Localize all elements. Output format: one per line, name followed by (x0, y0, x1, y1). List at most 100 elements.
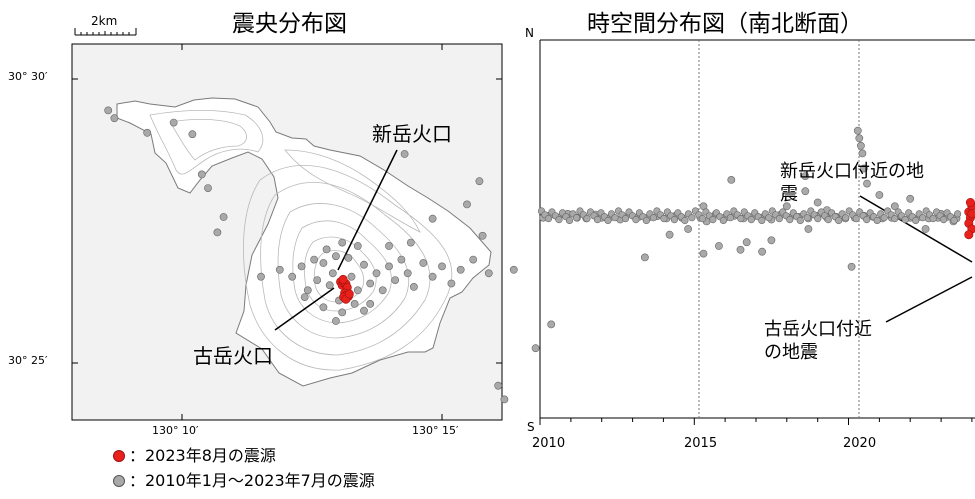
lon-label-right: 130° 15′ (412, 424, 459, 437)
map-point-gray (372, 269, 381, 278)
map-point-gray (143, 128, 152, 137)
map-point-gray (303, 286, 312, 295)
timeline-point-gray (906, 194, 915, 203)
map-point-gray (331, 252, 340, 261)
map-point-gray (447, 279, 456, 288)
x-tick-label-2010: 2010 (532, 436, 566, 451)
timeline-point-gray (858, 149, 867, 158)
timeline-point-gray (824, 216, 832, 224)
shindake-leader (337, 149, 398, 271)
map-point-gray (353, 242, 362, 250)
map-point-gray (344, 253, 353, 262)
timeline-title: 時空間分布図（南北断面） (587, 11, 863, 37)
map-point-gray (494, 381, 503, 390)
timeline-point-gray (863, 179, 871, 188)
map-point-gray (104, 106, 113, 115)
timeline-point-gray (929, 215, 937, 223)
furudake-leader (274, 287, 335, 331)
timeline-point-gray (719, 216, 728, 225)
timeline-point-gray (632, 216, 640, 224)
map-point-gray (297, 262, 306, 271)
timeline-y-bottom-label: S (527, 420, 535, 434)
timeline-point-red (964, 230, 974, 240)
timeline-point-gray (742, 238, 751, 247)
map-point-gray (188, 130, 197, 139)
timeline-point-gray (901, 216, 909, 224)
map-point-gray (353, 286, 362, 295)
timeline-point-gray (847, 262, 856, 271)
timeline-point-gray (604, 216, 612, 225)
map-point-gray (328, 269, 337, 278)
map-point-gray (409, 282, 418, 291)
map-title: 震央分布図 (232, 11, 347, 37)
timeline-point-gray (767, 236, 776, 245)
map-point-gray (313, 276, 322, 284)
map-point-gray (385, 262, 393, 271)
timeline-point-gray (953, 210, 962, 218)
legend-item-gray: ：2010年1月～2023年7月の震源 (113, 471, 375, 491)
map-point-gray (428, 214, 437, 223)
map-point-gray (378, 286, 387, 295)
timeline-point-gray (801, 172, 810, 180)
timeline-point-gray (842, 214, 850, 222)
map-point-gray (406, 238, 415, 247)
map-point-gray (547, 320, 556, 329)
timeline-y-top-label: N (525, 26, 534, 40)
timeline-point-gray (641, 253, 649, 262)
island-outline (116, 97, 492, 387)
timeline-point-gray (950, 216, 958, 225)
timeline-point-gray (660, 215, 668, 223)
map-point-gray (475, 177, 484, 186)
map-point-gray (478, 231, 487, 240)
timeline-point-gray (699, 249, 708, 258)
timeline-point-gray (736, 245, 745, 254)
timeline-point-red (965, 198, 975, 208)
x-tick-label-2020: 2020 (843, 436, 877, 451)
timeline-point-gray (860, 164, 868, 173)
timeline-point-gray (709, 216, 717, 224)
map-point-gray (366, 279, 375, 288)
timeline-point-gray (891, 215, 899, 223)
map-point-gray (469, 255, 478, 264)
legend-red-label: ：2023年8月の震源 (129, 446, 276, 465)
timeline-point-gray (649, 214, 658, 222)
map-point-gray (197, 170, 206, 179)
shindake-quake-label: 新岳火口付近の地震 (780, 160, 930, 206)
map-point-gray (463, 200, 471, 209)
map-point-gray (438, 262, 446, 271)
map-point-gray (275, 265, 284, 274)
map-point-gray (419, 259, 428, 267)
timeline-point-gray (727, 175, 736, 184)
timeline-point-gray (919, 214, 927, 222)
timeline-point-gray (726, 214, 735, 222)
timeline-point-gray (642, 216, 651, 225)
timeline-point-gray (782, 202, 791, 211)
timeline-red-points (964, 198, 975, 240)
furudake-label: 古岳火口 (193, 344, 273, 368)
map-point-gray (509, 265, 518, 274)
x-tick-label-2015: 2015 (684, 436, 718, 451)
map-point-gray (257, 272, 265, 281)
timeline-point-gray (698, 215, 707, 223)
timeline-point-gray (583, 215, 591, 223)
timeline-point-gray (747, 216, 755, 224)
timeline-point-gray (835, 216, 843, 225)
map-point-gray (338, 238, 347, 247)
furudake-timeline-leader (885, 276, 973, 323)
timeline-point-gray (852, 215, 860, 223)
timeline-point-gray (715, 242, 723, 250)
legend-gray-label: ：2010年1月～2023年7月の震源 (129, 471, 375, 490)
map-red-points (336, 274, 354, 304)
map-point-gray (456, 265, 465, 274)
map-point-gray (300, 293, 309, 301)
map-point-gray (428, 272, 437, 281)
map-point-gray (319, 303, 328, 312)
timeline-point-red (967, 209, 975, 219)
timeline-point-gray (801, 187, 810, 196)
legend-red-marker (113, 450, 125, 462)
timeline-point-gray (555, 216, 563, 224)
timeline-point-gray (813, 198, 822, 207)
map-gray-points (104, 106, 556, 404)
